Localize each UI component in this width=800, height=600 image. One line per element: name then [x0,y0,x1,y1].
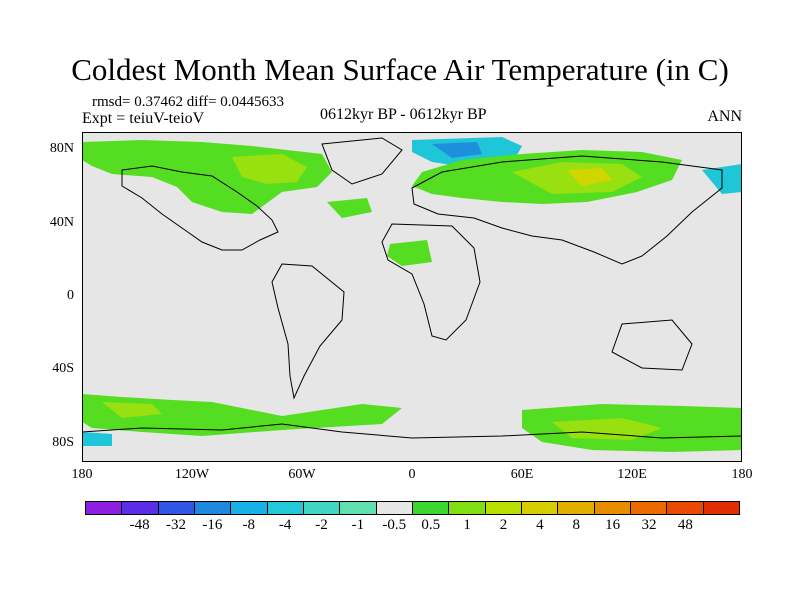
colorbar-swatch [193,501,232,515]
coastline-north-america [121,165,279,251]
colorbar-label: -2 [315,517,328,533]
colorbar-swatch [230,501,268,515]
anomaly-siberia-yellow [567,168,612,186]
colorbar-swatch [85,501,123,515]
y-tick-label: 40S [52,361,74,376]
colorbar-swatch [157,501,195,515]
colorbar-swatch [339,501,377,515]
experiment-label: Expt = teiuV-teioV [82,110,205,127]
y-tick-label: 80N [49,141,74,156]
season-label: ANN [707,108,742,125]
x-tick-label: 180 [731,467,753,482]
colorbar-label: -48 [129,517,150,533]
y-tick-label: 40N [49,215,74,230]
colorbar-swatch [448,501,486,515]
colorbar-label: -8 [242,517,256,533]
colorbar-label: -4 [278,517,292,533]
colorbar-label: 32 [641,517,657,533]
y-tick-label: 80S [52,435,74,450]
colorbar-swatch [702,501,740,515]
colorbar-swatch [484,501,522,515]
colorbar-swatch [375,501,413,515]
x-tick-label: 120E [617,467,647,482]
coastline-greenland [321,137,403,185]
anomaly-canada-lime [232,154,307,184]
colorbar-swatch [557,501,595,515]
x-tick-label: 60E [510,467,534,482]
colorbar-swatch [411,501,450,515]
stats-label: rmsd= 0.37462 diff= 0.0445633 [92,94,285,110]
anomaly-fields [82,137,742,452]
coastline-antarctica [82,423,742,439]
temperature-anomaly-map [82,132,742,462]
colorbar-label: 2 [499,517,508,533]
colorbar-label: -32 [165,517,186,533]
colorbar-label: 8 [572,517,581,533]
anomaly-atlantic [327,198,372,218]
coastline-africa [381,223,481,341]
colorbar-swatch [593,501,631,515]
x-tick-label: 0 [408,467,416,482]
coastline-australia [611,319,693,371]
anomaly-ross-cyan [82,432,112,446]
colorbar-label: 4 [536,517,544,533]
colorbar-swatch [121,501,159,515]
x-tick-label: 60W [288,467,316,482]
anomaly-southern-ocean [82,394,402,436]
anomaly-southern-lime [102,402,162,418]
coastline-eurasia [411,155,723,265]
colorbar-label: -0.5 [382,517,407,533]
colorbar-swatch [666,501,704,515]
colorbar-label: 1 [463,517,471,533]
colorbar-label: 0.5 [421,517,441,533]
colorbar-label: 16 [605,517,621,533]
x-tick-label: 120W [174,467,210,482]
period-label: 0612kyr BP - 0612kyr BP [320,106,487,123]
coastlines [82,137,742,439]
colorbar-swatch [629,501,668,515]
colorbar-swatch [302,501,341,515]
colorbar-label: 48 [677,517,693,533]
anomaly-east-antarctica-lime [552,418,662,440]
map-frame [82,132,742,462]
colorbar-label: -16 [202,517,223,533]
colorbar-swatch [266,501,304,515]
figure-title: Coldest Month Mean Surface Air Temperatu… [71,52,729,87]
anomaly-north-africa [387,240,432,266]
anomaly-greenland-blue [432,142,482,158]
y-tick-label: 0 [67,288,74,303]
x-tick-label: 180 [71,467,93,482]
colorbar-swatch [520,501,559,515]
colorbar [85,501,740,515]
coastline-south-america [271,263,345,400]
colorbar-label: -1 [351,517,365,533]
